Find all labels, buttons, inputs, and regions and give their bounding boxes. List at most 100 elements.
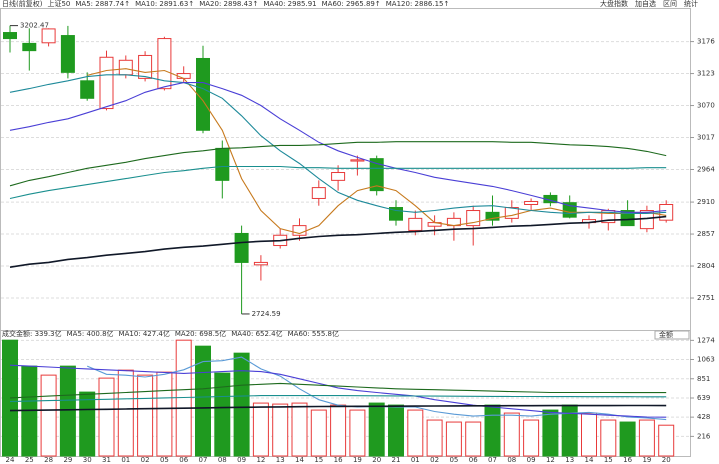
x-tick-label: 01 <box>411 456 420 464</box>
legend-entry: MA10: 2891.63↑ <box>135 0 194 8</box>
candle-body <box>80 80 95 99</box>
x-tick-label: 02 <box>141 456 150 464</box>
volume-bar <box>156 371 173 457</box>
x-tick-label: 14 <box>295 456 304 464</box>
selector-box[interactable] <box>654 330 690 340</box>
candle-body <box>369 158 384 192</box>
x-tick-label: 09 <box>527 456 536 464</box>
x-tick-label: 08 <box>507 456 516 464</box>
x-tick-label: 20 <box>372 456 381 464</box>
candle-body <box>215 147 230 181</box>
candle-body <box>620 210 635 227</box>
volume-bar <box>117 369 134 457</box>
volume-bar <box>272 403 289 457</box>
volume-bar <box>658 424 675 457</box>
volume-bar <box>445 421 462 457</box>
volume-bar <box>195 345 211 457</box>
y-tick-label: 639 <box>697 394 710 402</box>
toolbar-button[interactable]: 大盘指数 <box>600 0 628 8</box>
x-tick-label: 21 <box>392 456 401 464</box>
volume-bar <box>465 421 482 457</box>
x-tick-label: 14 <box>585 456 594 464</box>
volume-bar <box>233 352 250 457</box>
x-tick-label: 19 <box>642 456 651 464</box>
candle-body <box>22 42 37 52</box>
y-tick-label: 2751 <box>697 294 715 302</box>
volume-bar <box>638 419 655 457</box>
volume-bar <box>40 374 57 457</box>
candle-body <box>99 56 114 110</box>
legend-entry: MA120: 2886.15↑ <box>386 0 450 8</box>
x-tick-label: 13 <box>565 456 574 464</box>
panel-title: 成交金额: 339.3亿 <box>2 329 62 338</box>
x-tick-label: 24 <box>6 456 15 464</box>
ma-line <box>9 165 667 200</box>
candle-body <box>41 28 56 44</box>
toolbar-button[interactable]: 统计 <box>684 0 698 8</box>
y-tick-label: 3123 <box>697 70 715 78</box>
volume-bar <box>330 404 347 457</box>
x-tick-label: 12 <box>546 456 555 464</box>
ma-line <box>87 68 667 235</box>
x-tick-label: 31 <box>102 456 111 464</box>
volume-bar <box>600 419 617 457</box>
legend-entry: MA20: 2898.43↑ <box>199 0 258 8</box>
toolbar-button[interactable]: 加自选 <box>635 0 656 8</box>
volume-bar <box>79 391 96 457</box>
y-tick-label: 2964 <box>697 166 715 174</box>
panel-title: 日线(前复权) <box>2 0 43 8</box>
y-tick-label: 2910 <box>697 198 715 206</box>
y-tick-label: 1063 <box>697 356 715 364</box>
candle-body <box>157 38 172 90</box>
ma-line <box>9 141 667 187</box>
volume-bar <box>523 419 540 457</box>
y-tick-label: 2804 <box>697 262 715 270</box>
ma-line <box>9 404 667 412</box>
x-tick-label: 06 <box>179 456 188 464</box>
x-tick-label: 16 <box>334 456 343 464</box>
x-tick-label: 09 <box>237 456 246 464</box>
legend-entry: MA20: 698.5亿 <box>175 329 226 338</box>
legend-entry: MA40: 2985.91 <box>263 0 316 8</box>
y-tick-label: 3176 <box>697 38 715 46</box>
candle-body <box>138 54 153 79</box>
volume-bar <box>503 412 520 457</box>
volume-bar <box>407 409 424 457</box>
ma-line <box>9 364 667 418</box>
toolbar-button[interactable]: 区间 <box>663 0 677 8</box>
y-tick-label: 3017 <box>697 134 715 142</box>
x-tick-label: 19 <box>353 456 362 464</box>
volume-bar <box>59 365 76 457</box>
candle-body <box>60 35 75 73</box>
volume-bar <box>581 412 597 457</box>
x-tick-label: 05 <box>160 456 169 464</box>
ma-line <box>9 215 667 268</box>
volume-bar <box>310 409 327 457</box>
candle-body <box>234 232 249 263</box>
legend-entry: MA60: 2965.89↑ <box>322 0 381 8</box>
volume-bar <box>349 409 366 457</box>
ma-line <box>9 82 667 213</box>
ma-line <box>9 382 667 399</box>
volume-bar <box>426 419 443 457</box>
legend-entry: MA10: 427.4亿 <box>119 329 170 338</box>
volume-bar <box>252 402 269 457</box>
candle-body <box>485 211 500 221</box>
x-tick-label: 15 <box>314 456 323 464</box>
volume-bar <box>98 377 115 457</box>
x-tick-label: 06 <box>469 456 478 464</box>
volume-bar <box>291 402 308 457</box>
x-tick-label: 02 <box>430 456 439 464</box>
candle-body <box>524 200 539 205</box>
candle-body <box>3 32 17 40</box>
volume-bar <box>214 372 231 457</box>
y-tick-label: 1274 <box>697 336 715 344</box>
x-tick-label: 15 <box>604 456 613 464</box>
selector[interactable]: 金额 <box>659 330 673 339</box>
candle-body <box>311 187 326 199</box>
low-annotation: 2724.59 <box>252 310 281 318</box>
x-tick-label: 25 <box>25 456 34 464</box>
x-tick-label: 29 <box>63 456 72 464</box>
high-annotation: 3202.47 <box>20 22 49 30</box>
